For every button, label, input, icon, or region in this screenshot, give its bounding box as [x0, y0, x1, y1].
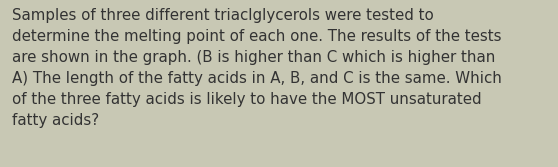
Text: Samples of three different triaclglycerols were tested to
determine the melting : Samples of three different triaclglycero… — [12, 8, 502, 128]
